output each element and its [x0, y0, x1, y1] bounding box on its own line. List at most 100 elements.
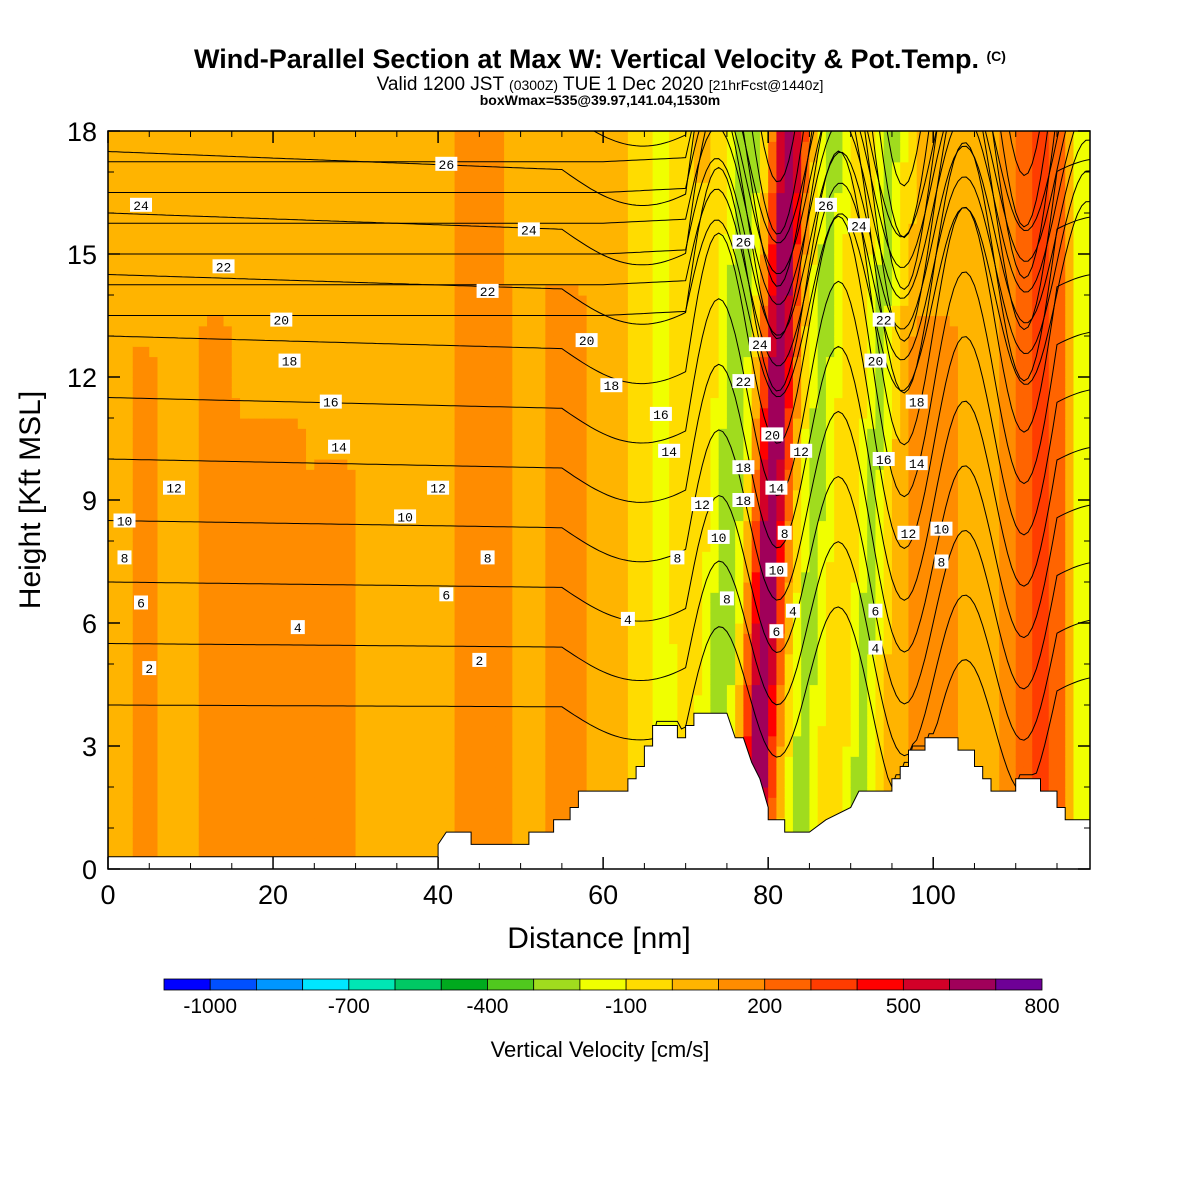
velocity-cell — [578, 684, 588, 696]
velocity-cell — [314, 161, 324, 173]
velocity-cell — [454, 489, 464, 501]
velocity-cell — [141, 254, 150, 265]
velocity-cell — [504, 254, 513, 265]
velocity-cell — [190, 428, 200, 440]
velocity-cell — [124, 479, 134, 491]
velocity-cell — [388, 674, 398, 686]
velocity-cell — [198, 223, 208, 235]
velocity-cell — [240, 776, 249, 788]
velocity-cell — [264, 582, 274, 593]
velocity-cell — [240, 356, 249, 368]
velocity-cell — [124, 828, 134, 839]
velocity-cell — [330, 766, 340, 778]
velocity-cell — [471, 746, 480, 757]
velocity-cell — [363, 336, 373, 347]
velocity-cell — [611, 735, 621, 747]
velocity-cell — [223, 295, 233, 306]
velocity-cell — [124, 817, 134, 829]
velocity-cell — [413, 202, 423, 214]
velocity-cell — [487, 479, 497, 491]
velocity-cell — [149, 653, 159, 665]
velocity-cell — [388, 756, 398, 768]
velocity-cell — [264, 725, 274, 737]
velocity-cell — [347, 500, 357, 511]
velocity-cell — [273, 602, 282, 614]
velocity-cell — [240, 192, 249, 204]
velocity-cell — [289, 243, 299, 255]
velocity-cell — [660, 633, 670, 645]
velocity-cell — [512, 305, 522, 317]
velocity-cell — [446, 336, 456, 347]
velocity-cell — [660, 387, 670, 399]
velocity-cell — [462, 725, 472, 737]
velocity-cell — [248, 418, 258, 429]
velocity-cell — [281, 407, 291, 419]
velocity-cell — [479, 223, 489, 235]
velocity-cell — [545, 715, 555, 727]
velocity-cell — [561, 746, 571, 757]
velocity-cell — [372, 428, 381, 440]
velocity-cell — [660, 530, 670, 542]
velocity-cell — [479, 838, 489, 850]
velocity-cell — [405, 787, 414, 798]
velocity-cell — [256, 735, 266, 747]
velocity-cell — [578, 202, 588, 214]
velocity-cell — [495, 387, 505, 399]
velocity-cell — [182, 715, 192, 727]
velocity-cell — [446, 366, 456, 378]
velocity-cell — [652, 284, 662, 296]
velocity-cell — [660, 561, 670, 573]
velocity-cell — [355, 541, 365, 552]
velocity-cell — [190, 336, 200, 347]
velocity-cell — [619, 776, 629, 788]
velocity-cell — [594, 131, 604, 142]
velocity-cell — [174, 746, 183, 757]
velocity-cell — [619, 643, 629, 655]
velocity-cell — [504, 131, 513, 142]
velocity-cell — [132, 161, 142, 173]
velocity-cell — [116, 233, 126, 245]
velocity-cell — [190, 582, 200, 593]
velocity-cell — [149, 674, 159, 686]
velocity-cell — [207, 694, 216, 706]
velocity-cell — [289, 664, 299, 675]
velocity-cell — [182, 500, 192, 511]
velocity-cell — [594, 438, 604, 450]
velocity-cell — [479, 582, 489, 593]
velocity-cell — [182, 448, 192, 460]
velocity-cell — [314, 448, 324, 460]
velocity-cell — [644, 243, 654, 255]
velocity-cell — [479, 161, 489, 173]
velocity-cell — [471, 192, 480, 204]
velocity-cell — [479, 684, 489, 696]
velocity-cell — [347, 448, 357, 460]
velocity-cell — [669, 141, 678, 153]
velocity-cell — [396, 561, 406, 573]
velocity-cell — [495, 366, 505, 378]
velocity-cell — [182, 459, 192, 470]
velocity-cell — [578, 510, 588, 522]
velocity-cell — [190, 346, 200, 358]
velocity-cell — [215, 643, 225, 655]
velocity-cell — [256, 305, 266, 317]
velocity-cell — [215, 592, 225, 604]
velocity-cell — [297, 459, 307, 470]
velocity-cell — [520, 571, 530, 583]
velocity-cell — [330, 643, 340, 655]
velocity-cell — [429, 213, 439, 224]
velocity-cell — [512, 838, 522, 850]
velocity-cell — [479, 510, 489, 522]
velocity-cell — [660, 418, 670, 429]
velocity-cell — [429, 643, 439, 655]
velocity-cell — [264, 202, 274, 214]
velocity-cell — [396, 346, 406, 358]
velocity-cell — [636, 500, 645, 511]
velocity-cell — [132, 520, 142, 532]
velocity-cell — [669, 264, 678, 276]
velocity-cell — [231, 510, 241, 522]
velocity-cell — [240, 582, 249, 593]
velocity-cell — [578, 254, 588, 265]
velocity-cell — [669, 315, 678, 327]
velocity-cell — [429, 848, 439, 860]
velocity-cell — [141, 787, 150, 798]
